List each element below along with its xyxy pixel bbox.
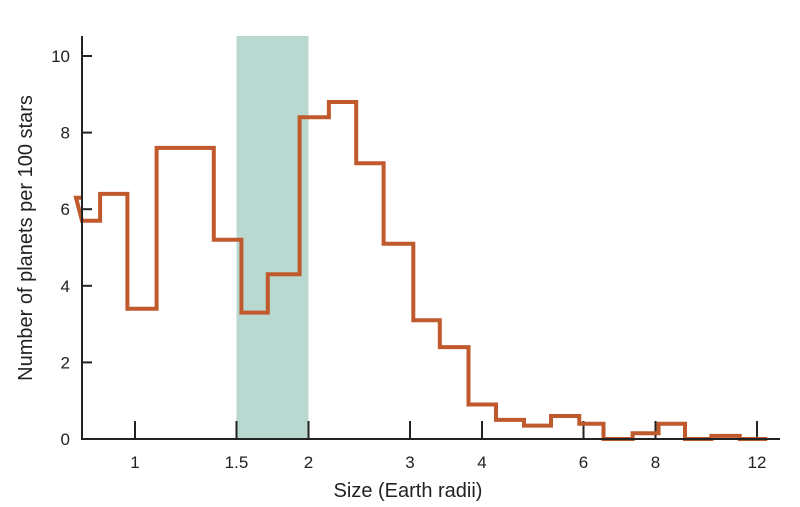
histogram-series-line: [73, 100, 768, 441]
y-tick-label: 6: [61, 200, 70, 219]
y-tick-label: 0: [61, 430, 70, 449]
x-axis-title: Size (Earth radii): [334, 480, 483, 502]
y-axis-title: Number of planets per 100 stars: [15, 95, 37, 381]
y-tick-label: 10: [51, 47, 70, 66]
x-tick-label: 4: [477, 453, 486, 472]
x-tick-label: 8: [651, 453, 660, 472]
x-tick-label: 12: [748, 453, 767, 472]
y-axis-ticks: 0 2 4 6 8 10: [51, 47, 92, 449]
x-tick-label: 1.5: [225, 453, 249, 472]
y-tick-label: 2: [61, 353, 70, 372]
x-axis-ticks: 1 1.5 2 3 4 6 8 12: [130, 421, 766, 472]
x-tick-label: 2: [304, 453, 313, 472]
x-tick-label: 1: [130, 453, 139, 472]
x-tick-label: 3: [405, 453, 414, 472]
highlight-band: [236, 36, 309, 439]
y-tick-label: 4: [61, 277, 70, 296]
y-tick-label: 8: [61, 124, 70, 143]
x-tick-label: 6: [579, 453, 588, 472]
